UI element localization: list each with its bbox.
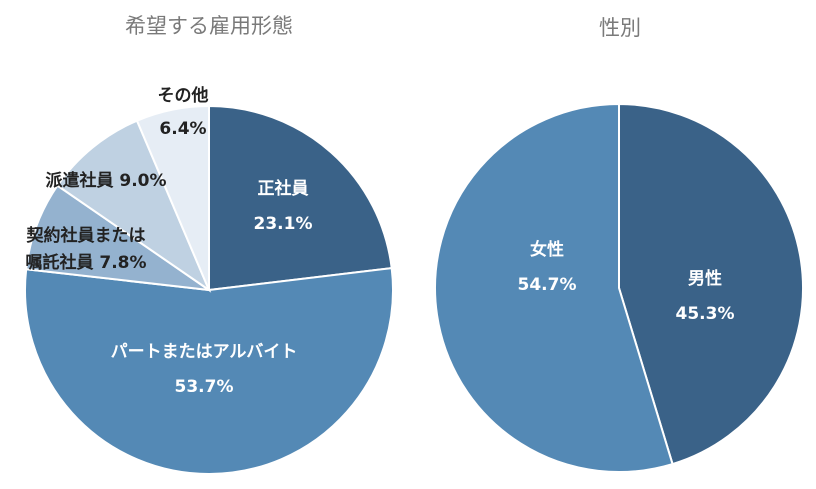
slice-value-other: 6.4% — [159, 119, 206, 139]
slice-label-other: その他 — [158, 85, 209, 106]
gender-slice-1 — [434, 102, 674, 473]
slice-value-part-time: 53.7% — [175, 377, 234, 397]
gender-pie — [434, 102, 805, 473]
slice-label-full-time: 正社員 — [258, 178, 309, 199]
slice-value-contract: 嘱託社員 7.8% — [25, 252, 146, 273]
slice-label-contract: 契約社員または — [26, 225, 146, 246]
slice-label-male: 男性 — [688, 268, 722, 289]
slice-label-part-time: パートまたはアルバイト — [111, 342, 298, 362]
gender-slice-0 — [618, 102, 805, 466]
slice-value-male: 45.3% — [676, 304, 735, 324]
slice-value-full-time: 23.1% — [254, 214, 313, 234]
employment-slice-4 — [135, 104, 210, 291]
gender-chart-title: 性別 — [599, 16, 641, 40]
slice-label-female: 女性 — [530, 239, 564, 260]
employment-slice-0 — [208, 104, 393, 292]
slice-value-female: 54.7% — [518, 275, 577, 295]
employment-pie — [24, 104, 395, 475]
employment-slice-1 — [24, 266, 395, 475]
employment-slice-3 — [56, 119, 212, 293]
slice-label-dispatch: 派遣社員 9.0% — [45, 170, 166, 191]
employment-chart-title: 希望する雇用形態 — [125, 14, 293, 38]
